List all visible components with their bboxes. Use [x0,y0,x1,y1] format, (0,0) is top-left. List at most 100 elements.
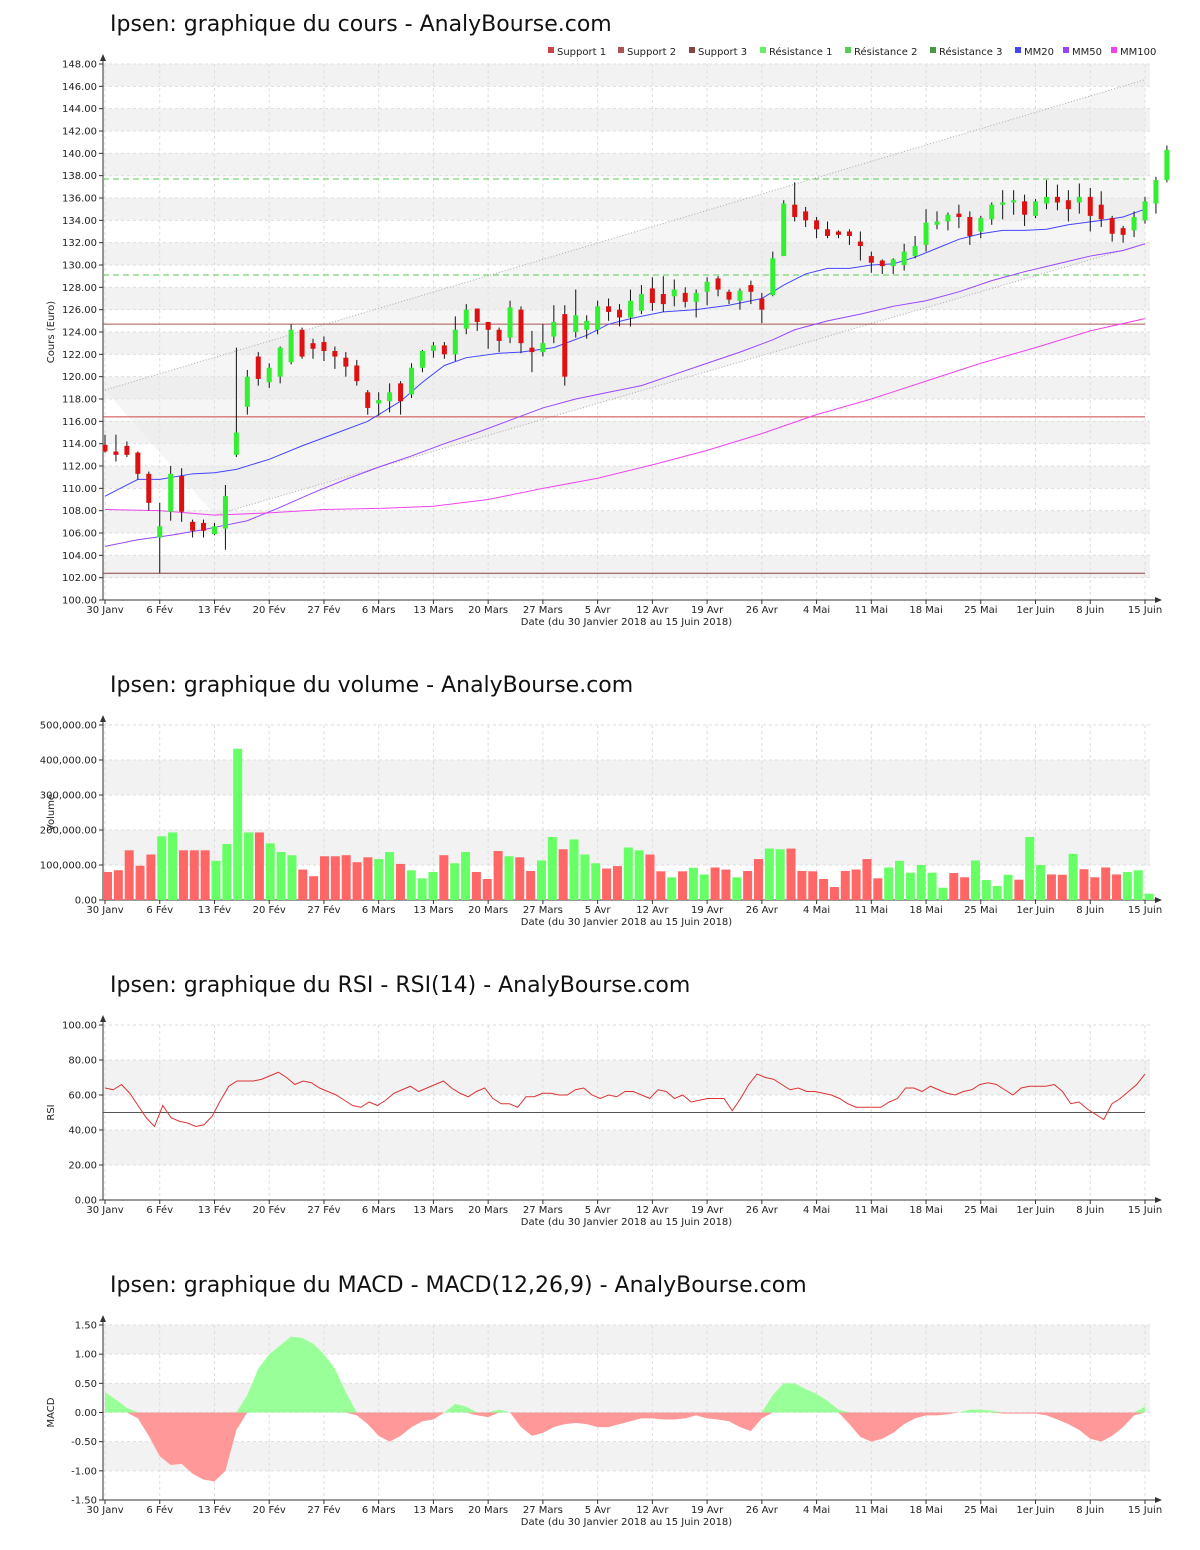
macd-band [103,1441,1150,1471]
legend-label-8: MM50 [1072,47,1102,58]
candle-body [584,320,590,330]
price-xtick-label: 8 Juin [1076,605,1104,616]
candle-body [1054,196,1060,203]
volume-xtick-label: 27 Fév [307,904,340,916]
volume-bar [970,860,980,900]
volume-bar [851,869,861,900]
macd-ytick-label: 1.00 [75,1350,97,1361]
volume-bar [699,874,709,900]
volume-bar [461,852,471,900]
price-ytick-label: 134.00 [62,216,97,227]
legend-swatch-1 [548,47,554,53]
price-x-axis-label: Date (du 30 Janvier 2018 au 15 Juin 2018… [521,617,733,628]
volume-xtick-label: 27 Mars [523,905,563,916]
candle-body [1142,201,1148,221]
price-ytick-label: 110.00 [62,484,97,495]
volume-bar [992,886,1002,900]
candle-body [211,526,217,535]
candle-body [507,307,513,338]
volume-bar [493,851,503,900]
rsi-xtick-label: 5 Avr [585,1205,612,1216]
candle-body [190,521,196,531]
legend-label-7: MM20 [1024,47,1054,58]
volume-xtick-label: 8 Juin [1076,905,1104,916]
volume-bar [764,848,774,900]
candle-body [638,294,644,311]
volume-bar [1057,874,1067,900]
candle-body [441,345,447,355]
candle-body [1076,196,1082,203]
candle-body [693,292,699,302]
macd-xtick-label: 1er Juin [1016,1505,1054,1516]
candle-body [857,241,863,247]
price-band [103,421,1150,444]
volume-xtick-label: 13 Mars [413,905,453,916]
volume-bar [536,860,546,900]
volume-bar [547,837,557,900]
series-rsi-line [104,1071,1146,1128]
macd-ytick-label: -1.00 [71,1466,97,1477]
volume-xtick-label: 1er Juin [1016,905,1054,916]
price-xtick-label: 30 Janv [86,605,123,616]
candle-body [332,350,338,357]
macd-xtick-label: 6 Fév [146,1504,173,1516]
legend-label-5: Résistance 2 [854,46,917,58]
volume-bar [200,850,210,900]
candle-body [868,256,874,263]
volume-bar [645,854,655,900]
volume-bar [385,852,395,900]
candle-body [617,309,623,318]
candle-body [573,315,579,332]
volume-bar [623,847,633,900]
candle-body [474,308,480,322]
candle-body [222,496,228,529]
volume-bar [786,848,796,900]
macd-ytick-label: -0.50 [71,1437,97,1448]
legend-swatch-4 [760,47,766,53]
volume-ytick-label: 400,000.00 [40,756,97,767]
volume-bar [960,877,970,900]
rsi-ytick-label: 20.00 [68,1161,97,1172]
volume-bar [678,871,688,900]
macd-y-axis-arrow [100,1315,106,1322]
volume-band [103,760,1150,795]
macd-band [103,1325,1150,1355]
candle-body [365,392,371,408]
volume-bar [602,868,612,900]
macd-ytick-label: -1.50 [71,1496,97,1507]
volume-bar [1079,869,1089,900]
rsi-ytick-label: 0.00 [75,1196,97,1207]
price-ytick-label: 140.00 [62,149,97,160]
rsi-xtick-label: 6 Mars [362,1205,396,1216]
volume-bar [1112,874,1122,900]
volume-ytick-label: 200,000.00 [40,826,97,837]
rsi-band [103,1130,1150,1165]
volume-bar [515,857,525,900]
volume-ytick-label: 500,000.00 [40,721,97,732]
price-chart-title: Ipsen: graphique du cours - AnalyBourse.… [110,12,612,37]
price-ytick-label: 120.00 [62,372,97,383]
macd-xtick-label: 18 Mai [909,1505,942,1516]
volume-xtick-label: 6 Fév [146,904,173,916]
legend-label-6: Résistance 3 [939,46,1002,58]
volume-xtick-label: 30 Janv [86,905,123,916]
candle-body [978,218,984,232]
candle-body [562,314,568,377]
rsi-ytick-label: 40.00 [68,1126,97,1137]
volume-bar [406,870,416,900]
volume-xtick-label: 18 Mai [909,905,942,916]
volume-bar [233,748,243,900]
candle-body [1065,200,1071,210]
volume-bar [808,871,818,900]
volume-bar [319,856,329,900]
rsi-xtick-label: 13 Fév [198,1204,231,1216]
volume-bar [840,870,850,900]
price-xtick-label: 12 Avr [636,605,669,616]
candle-body [135,452,141,474]
macd-xtick-label: 25 Mai [964,1505,997,1516]
candle-body [518,309,524,344]
legend-swatch-7 [1015,47,1021,53]
candle-body [551,321,557,337]
candle-body [1153,180,1159,204]
